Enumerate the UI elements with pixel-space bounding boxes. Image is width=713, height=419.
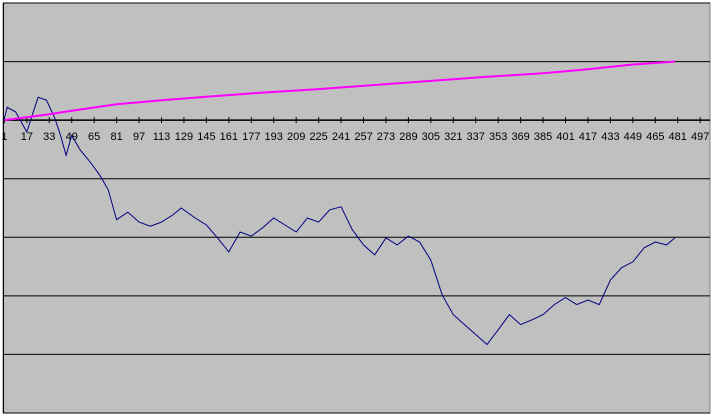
x-tick-label: 17	[21, 131, 33, 143]
x-tick-label: 337	[467, 131, 485, 143]
plot-area	[2, 2, 711, 414]
series-line	[3, 96, 676, 346]
x-tick-label: 449	[624, 131, 642, 143]
x-tick-label: 81	[111, 131, 123, 143]
x-tick-label: 1	[1, 131, 7, 143]
x-tick-label: 465	[646, 131, 664, 143]
x-tick-label: 401	[556, 131, 574, 143]
x-tick-label: 161	[220, 131, 238, 143]
series-line	[4, 60, 675, 122]
x-tick-label: 209	[287, 131, 305, 143]
x-tick-label: 177	[242, 131, 260, 143]
x-tick-label: 241	[332, 131, 350, 143]
x-tick-label: 321	[444, 131, 462, 143]
x-tick-label: 113	[153, 131, 171, 143]
x-tick-label: 193	[265, 131, 283, 143]
x-tick-label: 273	[377, 131, 395, 143]
x-tick-label: 369	[511, 131, 529, 143]
x-tick-label: 289	[399, 131, 417, 143]
x-tick-label: 433	[601, 131, 619, 143]
x-tick-label: 417	[579, 131, 597, 143]
x-tick-label: 385	[534, 131, 552, 143]
x-tick-label: 481	[669, 131, 687, 143]
x-tick-label: 305	[422, 131, 440, 143]
x-tick-label: 225	[309, 131, 327, 143]
x-tick-label: 145	[197, 131, 215, 143]
x-tick-label: 65	[88, 131, 100, 143]
x-tick-label: 97	[133, 131, 145, 143]
x-tick-label: 353	[489, 131, 507, 143]
x-tick-label: 33	[43, 131, 55, 143]
x-tick-label: 129	[175, 131, 193, 143]
x-tick-label: 497	[691, 131, 709, 143]
x-tick-label: 257	[354, 131, 372, 143]
